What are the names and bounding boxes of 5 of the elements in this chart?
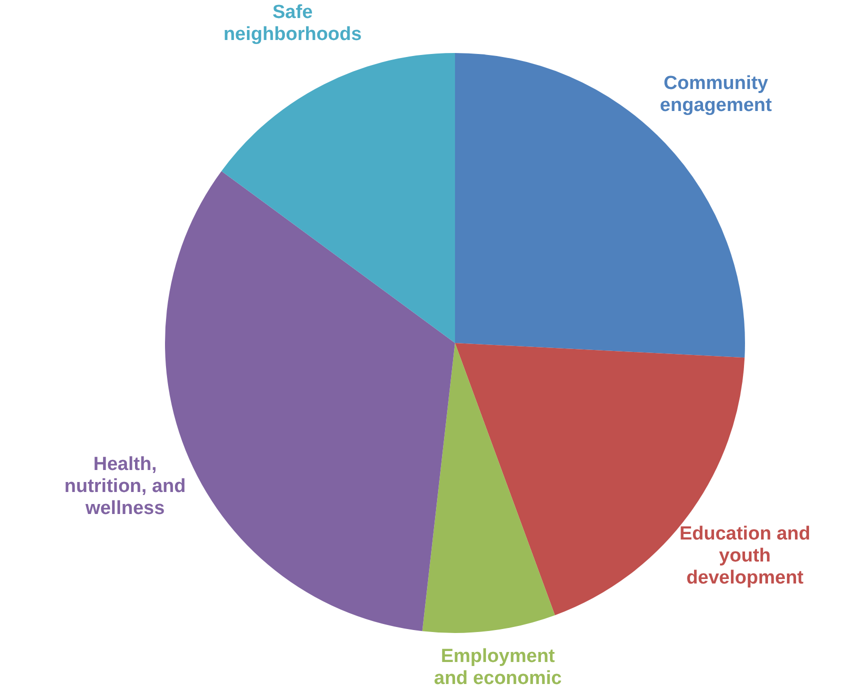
slice-label: Community engagement: [660, 73, 772, 116]
slice-label: Education and youth development: [679, 524, 810, 589]
slice-label: Health, nutrition, and wellness: [64, 454, 186, 520]
slice-label: Employment and economic: [434, 646, 562, 690]
slice-label: Safe neighborhoods: [223, 2, 362, 46]
